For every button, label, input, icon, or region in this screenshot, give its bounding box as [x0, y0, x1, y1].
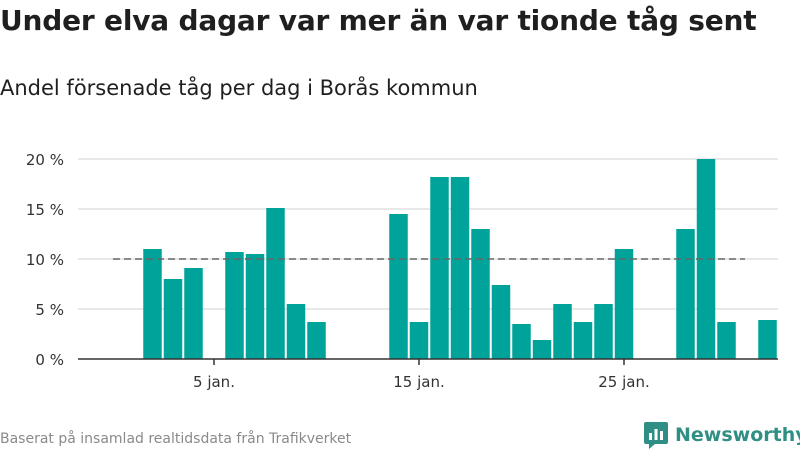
newsworthy-logo-icon	[644, 422, 668, 449]
bar	[266, 208, 285, 359]
x-tick-label: 25 jan.	[598, 373, 650, 391]
x-axis-tick-labels: 5 jan. 15 jan. 25 jan.	[193, 373, 650, 391]
x-axis	[78, 358, 778, 365]
bar	[286, 304, 306, 359]
bar	[532, 340, 552, 359]
y-tick-label: 10 %	[26, 251, 64, 269]
y-tick-label: 0 %	[35, 351, 64, 369]
bar	[614, 249, 634, 359]
bar	[225, 252, 244, 359]
bars	[143, 159, 777, 359]
chart-subtitle: Andel försenade tåg per dag i Borås komm…	[0, 76, 478, 100]
brand-name: Newsworthy	[675, 424, 800, 446]
x-tick-label: 5 jan.	[193, 373, 235, 391]
bar	[594, 304, 613, 359]
bar	[430, 177, 449, 359]
chart-title: Under elva dagar var mer än var tionde t…	[0, 4, 757, 37]
y-tick-label: 15 %	[26, 201, 64, 219]
bar	[573, 322, 593, 359]
bar	[471, 229, 490, 359]
bar	[389, 214, 408, 359]
bar	[553, 304, 572, 359]
y-tick-label: 20 %	[26, 151, 64, 169]
bar	[184, 268, 203, 359]
brand-logo: Newsworthy	[643, 420, 800, 450]
y-axis-tick-labels: 0 % 5 % 10 % 15 % 20 %	[26, 151, 64, 369]
bar	[245, 254, 265, 359]
bar	[409, 322, 429, 359]
y-tick-label: 5 %	[35, 301, 64, 319]
source-note: Baserat på insamlad realtidsdata från Tr…	[0, 431, 352, 447]
bar	[758, 320, 777, 359]
bar	[143, 249, 162, 359]
bar	[696, 159, 716, 359]
bar	[450, 177, 470, 359]
bar	[163, 279, 183, 359]
grid-lines	[78, 158, 778, 310]
bar	[512, 324, 531, 359]
bar	[307, 322, 326, 359]
bar	[676, 229, 695, 359]
bar	[717, 322, 736, 359]
x-tick-label: 15 jan.	[393, 373, 445, 391]
bar	[491, 285, 511, 359]
